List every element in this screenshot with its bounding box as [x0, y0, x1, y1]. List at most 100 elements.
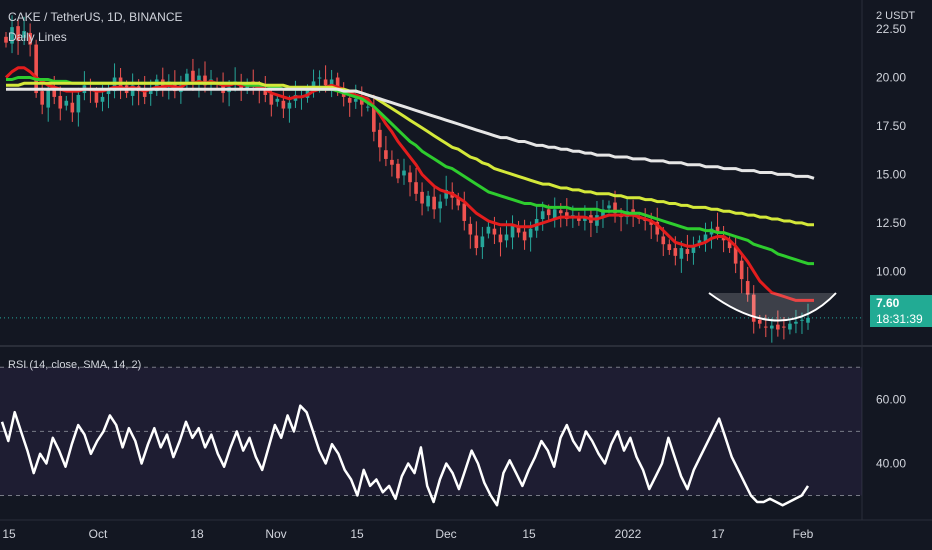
rounding-bottom-arc — [708, 292, 837, 322]
rsi-tick-label: 40.00 — [876, 456, 906, 470]
candle-body — [414, 182, 418, 194]
time-tick-label: 18 — [190, 527, 204, 541]
candle-body — [546, 209, 551, 216]
candle-body — [426, 195, 430, 207]
candle-body — [462, 203, 467, 221]
candle-body — [203, 75, 207, 86]
candle-body — [474, 235, 479, 249]
candle-body — [751, 294, 756, 322]
candle-body — [378, 129, 382, 148]
candle-body — [58, 95, 63, 109]
candle-body — [365, 106, 370, 108]
candle-body — [28, 32, 32, 45]
candle-body — [16, 26, 20, 41]
candle-body — [185, 73, 189, 85]
candle-body — [329, 79, 334, 86]
candle-body — [353, 98, 358, 102]
candle-body — [420, 191, 424, 204]
candle-body — [655, 221, 660, 235]
candle-body — [733, 247, 738, 264]
symbol-title: CAKE / TetherUS, 1D, BINANCE — [8, 10, 183, 24]
candle-body — [390, 159, 394, 165]
candle-body — [64, 100, 69, 106]
candle-body — [667, 244, 672, 251]
candle-body — [106, 89, 111, 95]
candle-body — [275, 98, 280, 102]
candle-body — [438, 201, 442, 209]
candle-body — [396, 163, 400, 179]
rsi-tick-label: 60.00 — [876, 392, 906, 406]
candle-body — [52, 90, 57, 97]
candle-body — [341, 94, 346, 97]
candle-body — [516, 225, 521, 233]
candle-body — [794, 321, 798, 324]
time-tick-label: 15 — [2, 527, 16, 541]
candle-body — [402, 170, 406, 176]
candle-body — [788, 323, 792, 330]
candle-body — [372, 106, 376, 132]
rsi-band-fill — [0, 367, 862, 496]
candle-body — [456, 197, 461, 206]
candle-body — [4, 36, 8, 43]
price-tick-label: 15.00 — [876, 167, 906, 181]
price-tick-label: 12.50 — [876, 216, 906, 230]
candle-body — [76, 94, 81, 113]
candle-body — [94, 92, 99, 103]
candle-body — [269, 94, 274, 105]
candle-body — [763, 326, 768, 328]
candle-body — [522, 231, 527, 241]
candle-body — [782, 326, 786, 328]
time-tick-label: Dec — [435, 527, 456, 541]
candle-body — [685, 249, 690, 254]
candle-body — [661, 236, 666, 245]
indicator-name: Daily Lines — [8, 30, 67, 44]
ma-slow-line — [6, 81, 814, 227]
price-tick-label: 20.00 — [876, 71, 906, 85]
candle-body — [100, 96, 105, 102]
candle-body — [191, 70, 195, 82]
price-tick-label: 22.50 — [876, 22, 906, 36]
candle-body — [70, 102, 75, 113]
price-tick-label: 17.50 — [876, 119, 906, 133]
candle-body — [745, 281, 750, 295]
candle-body — [335, 77, 340, 92]
currency-label: 2 USDT — [876, 10, 916, 22]
candle-body — [498, 234, 503, 243]
candle-body — [323, 79, 328, 86]
candle-body — [34, 44, 38, 94]
candle-body — [739, 260, 744, 280]
candle-body — [408, 172, 412, 183]
candle-body — [510, 224, 515, 238]
candle-body — [679, 248, 684, 259]
candle-body — [468, 223, 473, 235]
candle-body — [22, 31, 26, 38]
candle-body — [673, 248, 678, 256]
time-tick-label: Nov — [265, 527, 286, 541]
candle-body — [142, 90, 147, 97]
candle-body — [384, 150, 388, 159]
candle-body — [263, 90, 268, 95]
candle-body — [197, 75, 201, 84]
candle-body — [154, 79, 159, 92]
candle-body — [504, 234, 509, 241]
time-tick-label: 15 — [350, 527, 364, 541]
candle-body — [613, 202, 617, 214]
candle-body — [281, 100, 286, 109]
candle-body — [770, 325, 774, 329]
candle-body — [10, 27, 14, 44]
candle-body — [697, 240, 702, 244]
candle-body — [558, 210, 563, 214]
candle-body — [727, 241, 732, 249]
rsi-label: RSI (14, close, SMA, 14, 2) — [8, 359, 142, 371]
candle-body — [528, 228, 533, 238]
candle-body — [583, 217, 587, 221]
time-tick-label: Feb — [793, 527, 814, 541]
candle-body — [577, 217, 581, 221]
time-tick-label: 2022 — [615, 527, 642, 541]
candle-body — [776, 324, 780, 330]
candle-body — [552, 209, 557, 219]
last-price-badge: 7.60 18:31:39 — [870, 295, 932, 327]
time-tick-label: Oct — [89, 527, 108, 541]
candles-group — [4, 15, 810, 343]
